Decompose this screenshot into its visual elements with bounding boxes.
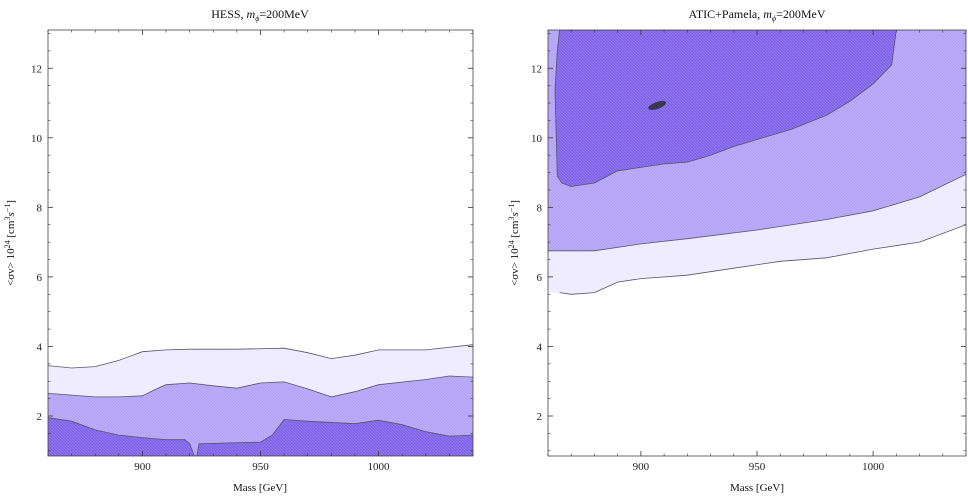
hess-panel: HESS, mϕ=200MeV 900 950 1000 2 4 6 8 10 12 Mass …: [3, 7, 474, 494]
axes: 900 950 1000 2 4 6 8 10 12: [31, 30, 474, 473]
x-tick-label: 950: [252, 461, 269, 473]
axes: 900 950 1000 2 4 6 8 10 12: [531, 30, 967, 473]
contour-line: [559, 224, 966, 295]
contour-line: [548, 173, 966, 252]
y-tick-label: 8: [537, 202, 543, 214]
contour-line: [554, 30, 897, 187]
y-axis-title: <σv> 1024 [cm3s−1]: [3, 200, 17, 286]
contour-region-dark: [48, 417, 473, 456]
y-axis-title: <σv> 1024 [cm3s−1]: [507, 200, 521, 286]
y-tick-label: 2: [537, 411, 543, 423]
x-tick-label: 1000: [368, 461, 391, 473]
y-tick-label: 6: [37, 272, 43, 284]
y-tick-label: 12: [531, 63, 542, 75]
contour-regions: [48, 344, 473, 456]
y-tick-label: 10: [31, 133, 43, 145]
contour-line: [48, 417, 473, 456]
contour-regions: [548, 30, 966, 295]
y-tick-label: 12: [31, 63, 42, 75]
panel-title: ATIC+Pamela, mϕ=200MeV: [688, 7, 825, 23]
region-texture: [555, 30, 897, 187]
y-tick-label: 8: [37, 202, 43, 214]
contour-line: [48, 375, 473, 398]
x-tick-label: 1000: [862, 461, 885, 473]
contour-island: [648, 100, 666, 111]
x-axis-title: Mass [GeV]: [233, 482, 287, 494]
y-tick-label: 6: [537, 272, 543, 284]
contour-region-dark: [554, 30, 897, 187]
x-tick-label: 900: [134, 461, 151, 473]
x-tick-label: 950: [749, 461, 766, 473]
contour-line: [48, 344, 473, 369]
panel-title: HESS, mϕ=200MeV: [211, 7, 309, 23]
y-tick-label: 4: [37, 341, 43, 353]
x-axis-title: Mass [GeV]: [730, 482, 784, 494]
atic-pamela-panel: ATIC+Pamela, mϕ=200MeV 900 950 1000 2 4 6 8 10 1…: [507, 7, 967, 494]
y-tick-label: 4: [537, 341, 543, 353]
x-tick-label: 900: [633, 461, 650, 473]
region-texture: [48, 417, 473, 456]
y-tick-label: 10: [531, 133, 543, 145]
y-tick-label: 2: [37, 411, 43, 423]
